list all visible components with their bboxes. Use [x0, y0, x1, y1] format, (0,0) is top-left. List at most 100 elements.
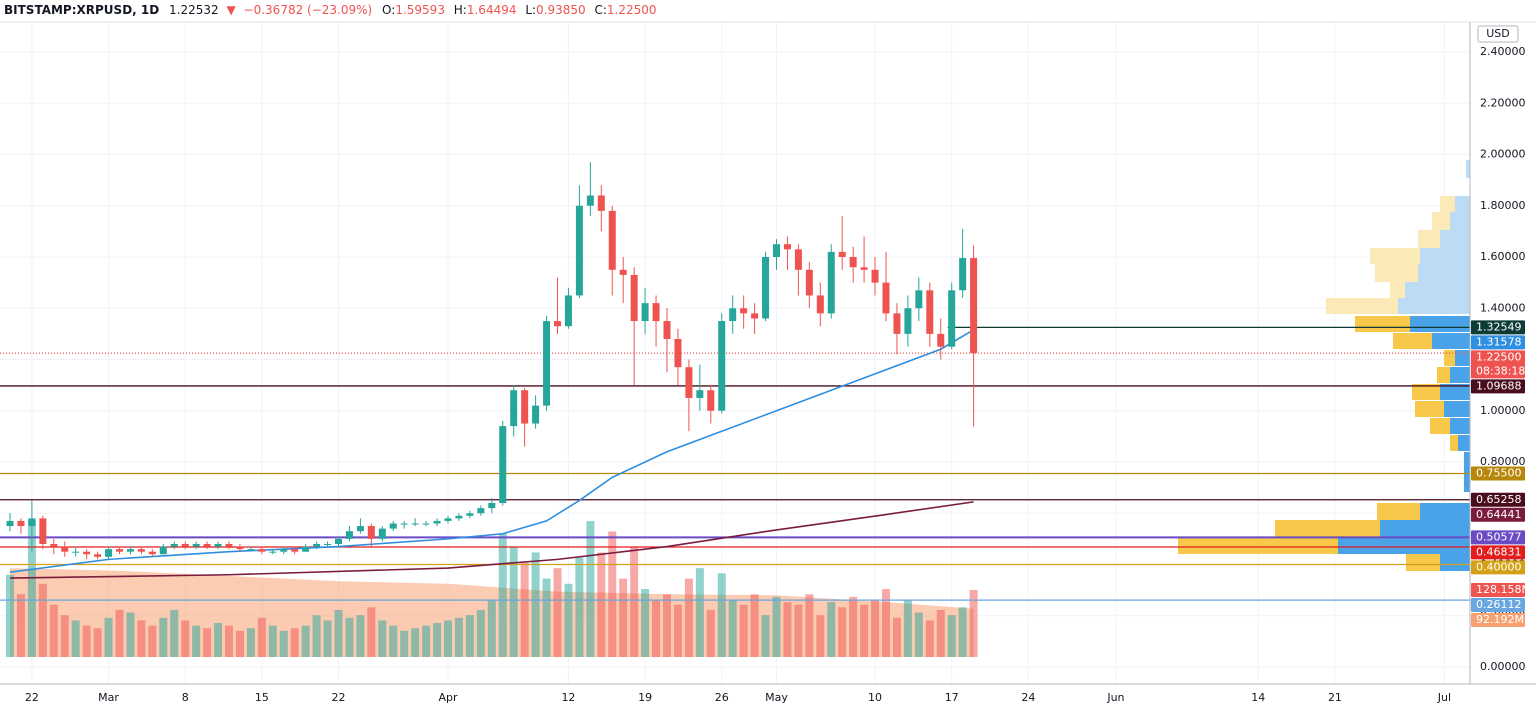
candle-body [762, 257, 770, 319]
price-tag-label: 1.32549 [1476, 320, 1522, 333]
volume-bar [542, 578, 551, 657]
candle-body [619, 269, 627, 275]
symbol: BITSTAMP:XRPUSD, 1D [4, 3, 159, 17]
volume-bar [38, 583, 47, 657]
volume-bar [783, 602, 792, 657]
price-tag [1471, 379, 1525, 394]
volume-bar [257, 617, 266, 657]
x-tick-label: Jul [1437, 691, 1451, 704]
candle-body [28, 518, 36, 527]
volume-bar [334, 609, 343, 657]
price-tag [1471, 350, 1525, 379]
volume-bar [367, 607, 376, 657]
candle-body [356, 526, 364, 532]
price-tag [1471, 545, 1525, 560]
volume-bar [159, 617, 168, 657]
candle-body [126, 549, 134, 552]
price-tag-label: 0.40000 [1476, 560, 1522, 573]
volume-bar [214, 623, 223, 657]
volume-bar [597, 552, 606, 657]
l-label: L: [525, 3, 536, 17]
candle-body [510, 390, 518, 427]
candle-body [313, 544, 321, 547]
candle-body [707, 390, 715, 411]
volume-bar [301, 625, 310, 657]
y-tick-label: 2.20000 [1480, 96, 1526, 109]
candle-body [970, 258, 978, 354]
volume-bar [553, 568, 562, 657]
x-tick-label: 8 [182, 691, 189, 704]
candle-body [39, 518, 47, 544]
volume-bar [444, 620, 452, 657]
candle-body [367, 526, 375, 539]
volume-bar [761, 615, 770, 657]
candle-body [816, 295, 824, 314]
candle-body [72, 551, 80, 553]
h-value: 1.64494 [467, 3, 517, 17]
candle-body [586, 195, 594, 206]
volume-bar [356, 615, 365, 657]
volume-bar [82, 625, 91, 657]
countdown: 08:38:18 [1476, 364, 1525, 377]
candle-body [83, 551, 91, 555]
candle-body [269, 551, 277, 553]
volume-bar [684, 578, 693, 657]
volume-bar [586, 521, 595, 657]
l-value: 0.93850 [536, 3, 586, 17]
volume-bar [849, 596, 858, 657]
candle-body [6, 520, 14, 527]
arrow: ▼ [226, 3, 236, 17]
volume-bar [805, 594, 814, 657]
candle-body [827, 251, 835, 314]
volume-bar [181, 620, 190, 657]
volume-bar [750, 594, 759, 657]
volume-bar [903, 599, 912, 657]
volume-bar [60, 615, 69, 657]
price-tag-label: 1.22500 [1476, 350, 1522, 363]
x-tick-label: 12 [561, 691, 575, 704]
candle-body [203, 544, 211, 547]
candle-body [499, 426, 507, 503]
x-tick-label: 15 [255, 691, 269, 704]
price-tag-label: 0.46831 [1476, 545, 1522, 558]
x-tick-label: May [765, 691, 788, 704]
candle-body [532, 405, 540, 424]
volume-bar [148, 625, 157, 657]
volume-bar [860, 604, 869, 657]
volume-bar [969, 589, 978, 657]
candle-body [455, 515, 463, 519]
price-tag [1471, 582, 1525, 597]
volume-bar [400, 630, 409, 657]
volume-bar [126, 612, 135, 657]
change: −0.36782 (−23.09%) [244, 3, 373, 17]
volume-bar [487, 599, 496, 657]
plot [0, 162, 1470, 657]
x-tick-label: Jun [1106, 691, 1124, 704]
volume-bar [433, 623, 442, 657]
candle-body [554, 321, 561, 327]
volume-bar [454, 617, 463, 657]
volume-bar [378, 620, 387, 657]
volume-bar [673, 604, 682, 657]
candle-body [477, 508, 485, 514]
x-tick-label: 14 [1251, 691, 1265, 704]
candle-body [948, 290, 956, 347]
price-tag-label: 0.65258 [1476, 493, 1522, 506]
x-tick-label: 19 [638, 691, 652, 704]
volume-bar [914, 612, 923, 657]
volume-profile [1178, 160, 1470, 571]
volume-bar [663, 594, 671, 657]
volume-bar [641, 589, 650, 657]
candle-body [116, 549, 123, 552]
candle-body [302, 546, 310, 552]
volume-bar [225, 625, 233, 657]
volume-bar [115, 609, 124, 657]
volume-bar [411, 628, 420, 657]
volume-bar [27, 520, 36, 657]
candle-body [783, 244, 791, 250]
y-tick-label: 2.40000 [1480, 45, 1526, 58]
candle-body [50, 544, 58, 547]
volume-bar [246, 628, 255, 657]
x-tick-label: 21 [1328, 691, 1342, 704]
volume-bar [6, 574, 14, 657]
